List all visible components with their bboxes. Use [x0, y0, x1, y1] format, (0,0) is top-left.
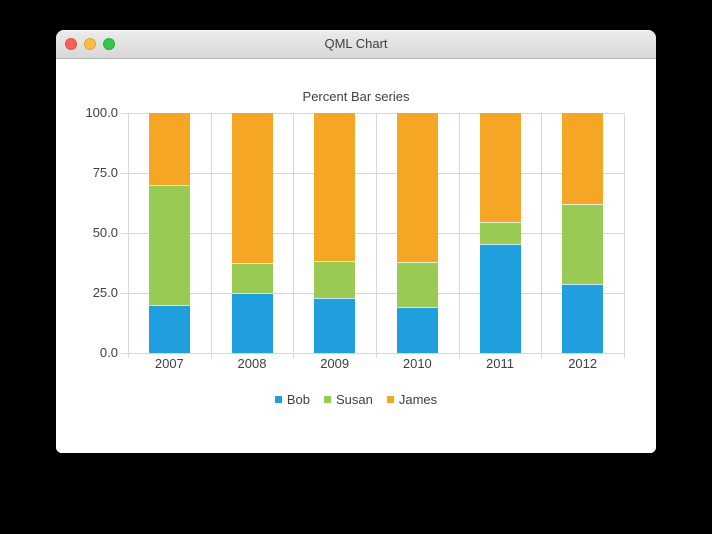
x-tick — [210, 353, 212, 358]
bar-segment-james — [148, 113, 190, 185]
x-tick — [376, 353, 377, 358]
y-tick-label: 100.0 — [85, 105, 118, 120]
x-tick-label: 2009 — [320, 356, 350, 371]
bar-segment-bob — [396, 307, 438, 353]
bar-segment-susan — [148, 185, 190, 305]
bar-segment-james — [231, 113, 273, 263]
legend-item-susan: Susan — [323, 391, 373, 407]
bar-segment-susan — [562, 204, 604, 285]
minimize-button[interactable] — [84, 38, 96, 50]
app-window: QML Chart Percent Bar series 0.0 25.0 50.0… — [56, 30, 656, 453]
y-tick-label: 75.0 — [92, 165, 118, 180]
legend-label: James — [398, 391, 438, 407]
zoom-button[interactable] — [103, 38, 115, 50]
bar-segment-susan — [314, 260, 356, 298]
bar-segment-susan — [231, 263, 273, 293]
x-gridline — [624, 113, 625, 353]
x-gridline — [210, 113, 212, 353]
y-tick — [121, 113, 128, 114]
x-gridline — [541, 113, 543, 353]
x-tick-label: 2011 — [486, 356, 514, 371]
bar-segment-bob — [231, 293, 273, 353]
bar-segment-bob — [479, 243, 521, 353]
bar-segment-james — [314, 113, 356, 261]
x-tick-label: 2008 — [237, 356, 267, 371]
y-tick-label: 25.0 — [92, 285, 118, 300]
legend-item-bob: Bob — [274, 391, 310, 407]
legend-item-james: James — [386, 391, 438, 407]
y-tick-label: 0.0 — [99, 345, 118, 360]
bar-segment-james — [479, 113, 521, 223]
x-tick — [128, 353, 129, 358]
chart-title: Percent Bar series — [302, 89, 410, 104]
bar-segment-bob — [148, 305, 190, 353]
x-tick — [458, 353, 460, 358]
x-tick-label: 2012 — [568, 356, 598, 371]
bar-segment-susan — [479, 222, 521, 244]
bar-segment-james — [396, 113, 438, 262]
x-gridline — [376, 113, 377, 353]
bar-segment-bob — [562, 284, 604, 353]
y-tick — [121, 233, 128, 234]
legend-marker-icon — [323, 395, 331, 403]
x-tick-label: 2007 — [154, 356, 184, 371]
y-tick — [121, 293, 128, 294]
window-controls — [65, 38, 115, 50]
y-tick — [121, 173, 128, 174]
x-gridline — [293, 113, 295, 353]
close-button[interactable] — [65, 38, 77, 50]
titlebar[interactable]: QML Chart — [56, 30, 656, 59]
chart-view: Percent Bar series 0.0 25.0 50.0 75.0 100.0 2… — [56, 59, 656, 453]
bar-segment-susan — [396, 261, 438, 308]
x-tick — [293, 353, 295, 358]
window-title: QML Chart — [324, 36, 388, 51]
x-gridline — [458, 113, 460, 353]
legend-label: Susan — [335, 391, 373, 407]
y-tick-label: 50.0 — [92, 225, 118, 240]
x-tick — [624, 353, 625, 358]
bar-segment-bob — [314, 297, 356, 353]
legend-label: Bob — [286, 391, 310, 407]
bar-segment-james — [562, 113, 604, 205]
x-tick — [541, 353, 543, 358]
x-tick-label: 2010 — [402, 356, 432, 371]
y-tick — [121, 353, 128, 354]
legend: Bob Susan James — [56, 390, 656, 408]
x-gridline — [128, 113, 129, 353]
legend-marker-icon — [386, 395, 394, 403]
legend-marker-icon — [274, 395, 282, 403]
